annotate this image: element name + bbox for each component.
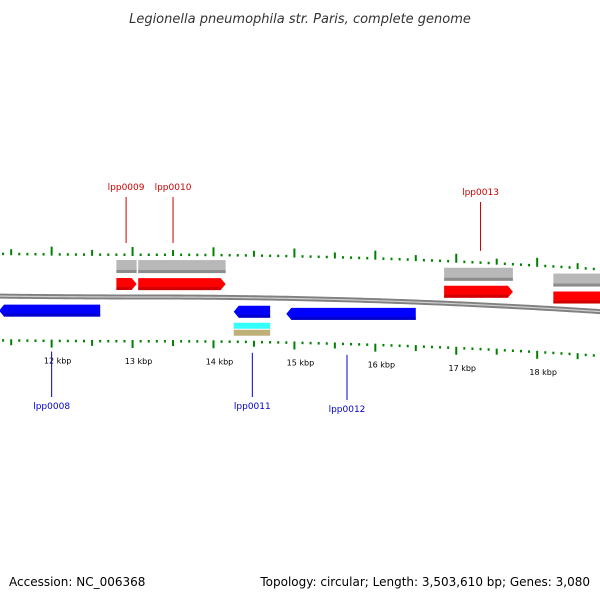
lpp0013-cds-bar: [444, 267, 513, 281]
lpp0008-label: lpp0008: [33, 402, 70, 412]
lpp0013-gene-shade: [444, 294, 508, 298]
lpp0011-rna-bar: [233, 322, 271, 329]
lpp0008-gene-shade: [4, 313, 101, 317]
tick-label-17kbp: 17 kbp: [448, 364, 476, 373]
lpp0010-gene-shade: [138, 287, 221, 291]
lpp0014-cds-bar: [553, 273, 600, 287]
lpp0010-label: lpp0010: [155, 183, 192, 193]
topology-text: Topology: circular; Length: 3,503,610 bp…: [259, 575, 590, 589]
lpp0011-gene-shade: [238, 314, 271, 318]
lpp0011-label: lpp0011: [234, 402, 271, 412]
lpp0012-label: lpp0012: [329, 405, 366, 415]
tick-label-12kbp: 12 kbp: [44, 357, 72, 366]
lpp0014-gene-shade: [553, 300, 600, 304]
map-title: Legionella pneumophila str. Paris, compl…: [129, 12, 471, 27]
lpp0009-gene-shade: [116, 286, 132, 290]
lpp0010-cds-bar: [138, 260, 226, 274]
lpp0013-label: lpp0013: [462, 188, 499, 198]
tick-label-16kbp: 16 kbp: [368, 361, 396, 370]
tick-labels: 12 kbp 13 kbp 14 kbp 15 kbp 16 kbp 17 kbp 18 k…: [44, 357, 557, 377]
lpp0009-cds-shade: [116, 269, 137, 273]
gene-features: [0, 259, 600, 336]
lpp0009-cds-bar: [116, 259, 137, 273]
tick-label-13kbp: 13 kbp: [125, 357, 153, 366]
lpp0012-gene-shade: [291, 316, 416, 320]
tick-label-14kbp: 14 kbp: [206, 357, 234, 366]
tick-label-15kbp: 15 kbp: [287, 359, 315, 368]
outer-ticks: [2, 246, 595, 271]
inner-ticks: [2, 339, 595, 360]
lpp0010-cds-shade: [138, 270, 226, 274]
accession-text: Accession: NC_006368: [9, 575, 145, 589]
gene-labels: lpp0008 lpp0009 lpp0010 lpp0011 lpp0012 lpp00…: [33, 183, 499, 415]
genome-backbone-highlight: [0, 295, 600, 313]
lpp0011-misc-bar: [233, 329, 271, 336]
lpp0013-cds-shade: [444, 277, 513, 281]
lpp0009-label: lpp0009: [108, 183, 145, 193]
lpp0014-cds-shade: [553, 283, 600, 287]
tick-label-18kbp: 18 kbp: [529, 368, 557, 377]
